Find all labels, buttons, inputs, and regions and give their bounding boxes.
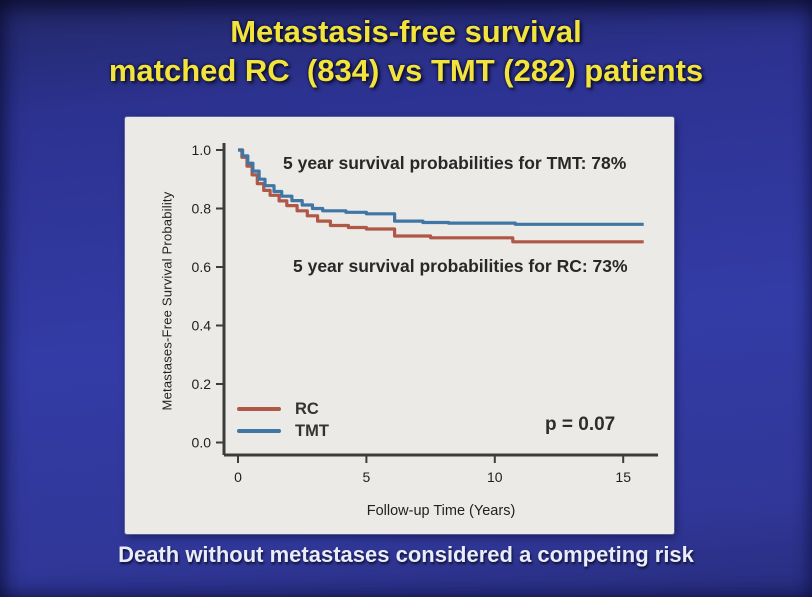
y-tick-label: 0.0: [192, 435, 212, 451]
p-value-label: p = 0.07: [545, 414, 616, 435]
legend: RC TMT: [237, 398, 329, 442]
legend-item-tmt: TMT: [237, 420, 329, 442]
legend-swatch-rc: [237, 407, 281, 411]
y-tick-label: 1.0: [192, 142, 212, 158]
slide-title: Metastasis-free survival matched RC (834…: [0, 12, 812, 90]
footnote: Death without metastases considered a co…: [118, 542, 694, 567]
x-tick-label: 15: [615, 469, 631, 485]
y-tick-label: 0.2: [192, 376, 212, 392]
x-tick-label: 5: [363, 469, 371, 485]
annotation-tmt-5yr: 5 year survival probabilities for TMT: 7…: [283, 153, 627, 173]
legend-label-rc: RC: [295, 399, 319, 418]
legend-swatch-tmt: [237, 429, 281, 433]
legend-label-tmt: TMT: [295, 421, 329, 440]
y-tick-label: 0.4: [192, 318, 212, 334]
annotation-rc-5yr: 5 year survival probabilities for RC: 73…: [293, 256, 628, 276]
x-tick-label: 10: [487, 469, 503, 485]
y-axis-label: Metastases-Free Survival Probability: [159, 191, 175, 411]
x-tick-label: 0: [234, 469, 242, 485]
title-line-1: Metastasis-free survival: [230, 14, 582, 49]
chart-panel: 1.0 0.8 0.6 0.4 0.2 0.0 0 5 10 15 5 year survival…: [125, 117, 674, 534]
title-line-2: matched RC (834) vs TMT (282) patients: [108, 53, 704, 88]
series-curve-rc: [238, 148, 644, 244]
y-tick-label: 0.6: [192, 259, 212, 275]
y-tick-label: 0.8: [192, 201, 212, 217]
x-axis-label: Follow-up Time (Years): [366, 503, 516, 519]
series-curve-tmt: [238, 148, 644, 226]
km-chart-svg: 1.0 0.8 0.6 0.4 0.2 0.0 0 5 10 15: [192, 142, 658, 485]
legend-item-rc: RC: [237, 398, 329, 420]
